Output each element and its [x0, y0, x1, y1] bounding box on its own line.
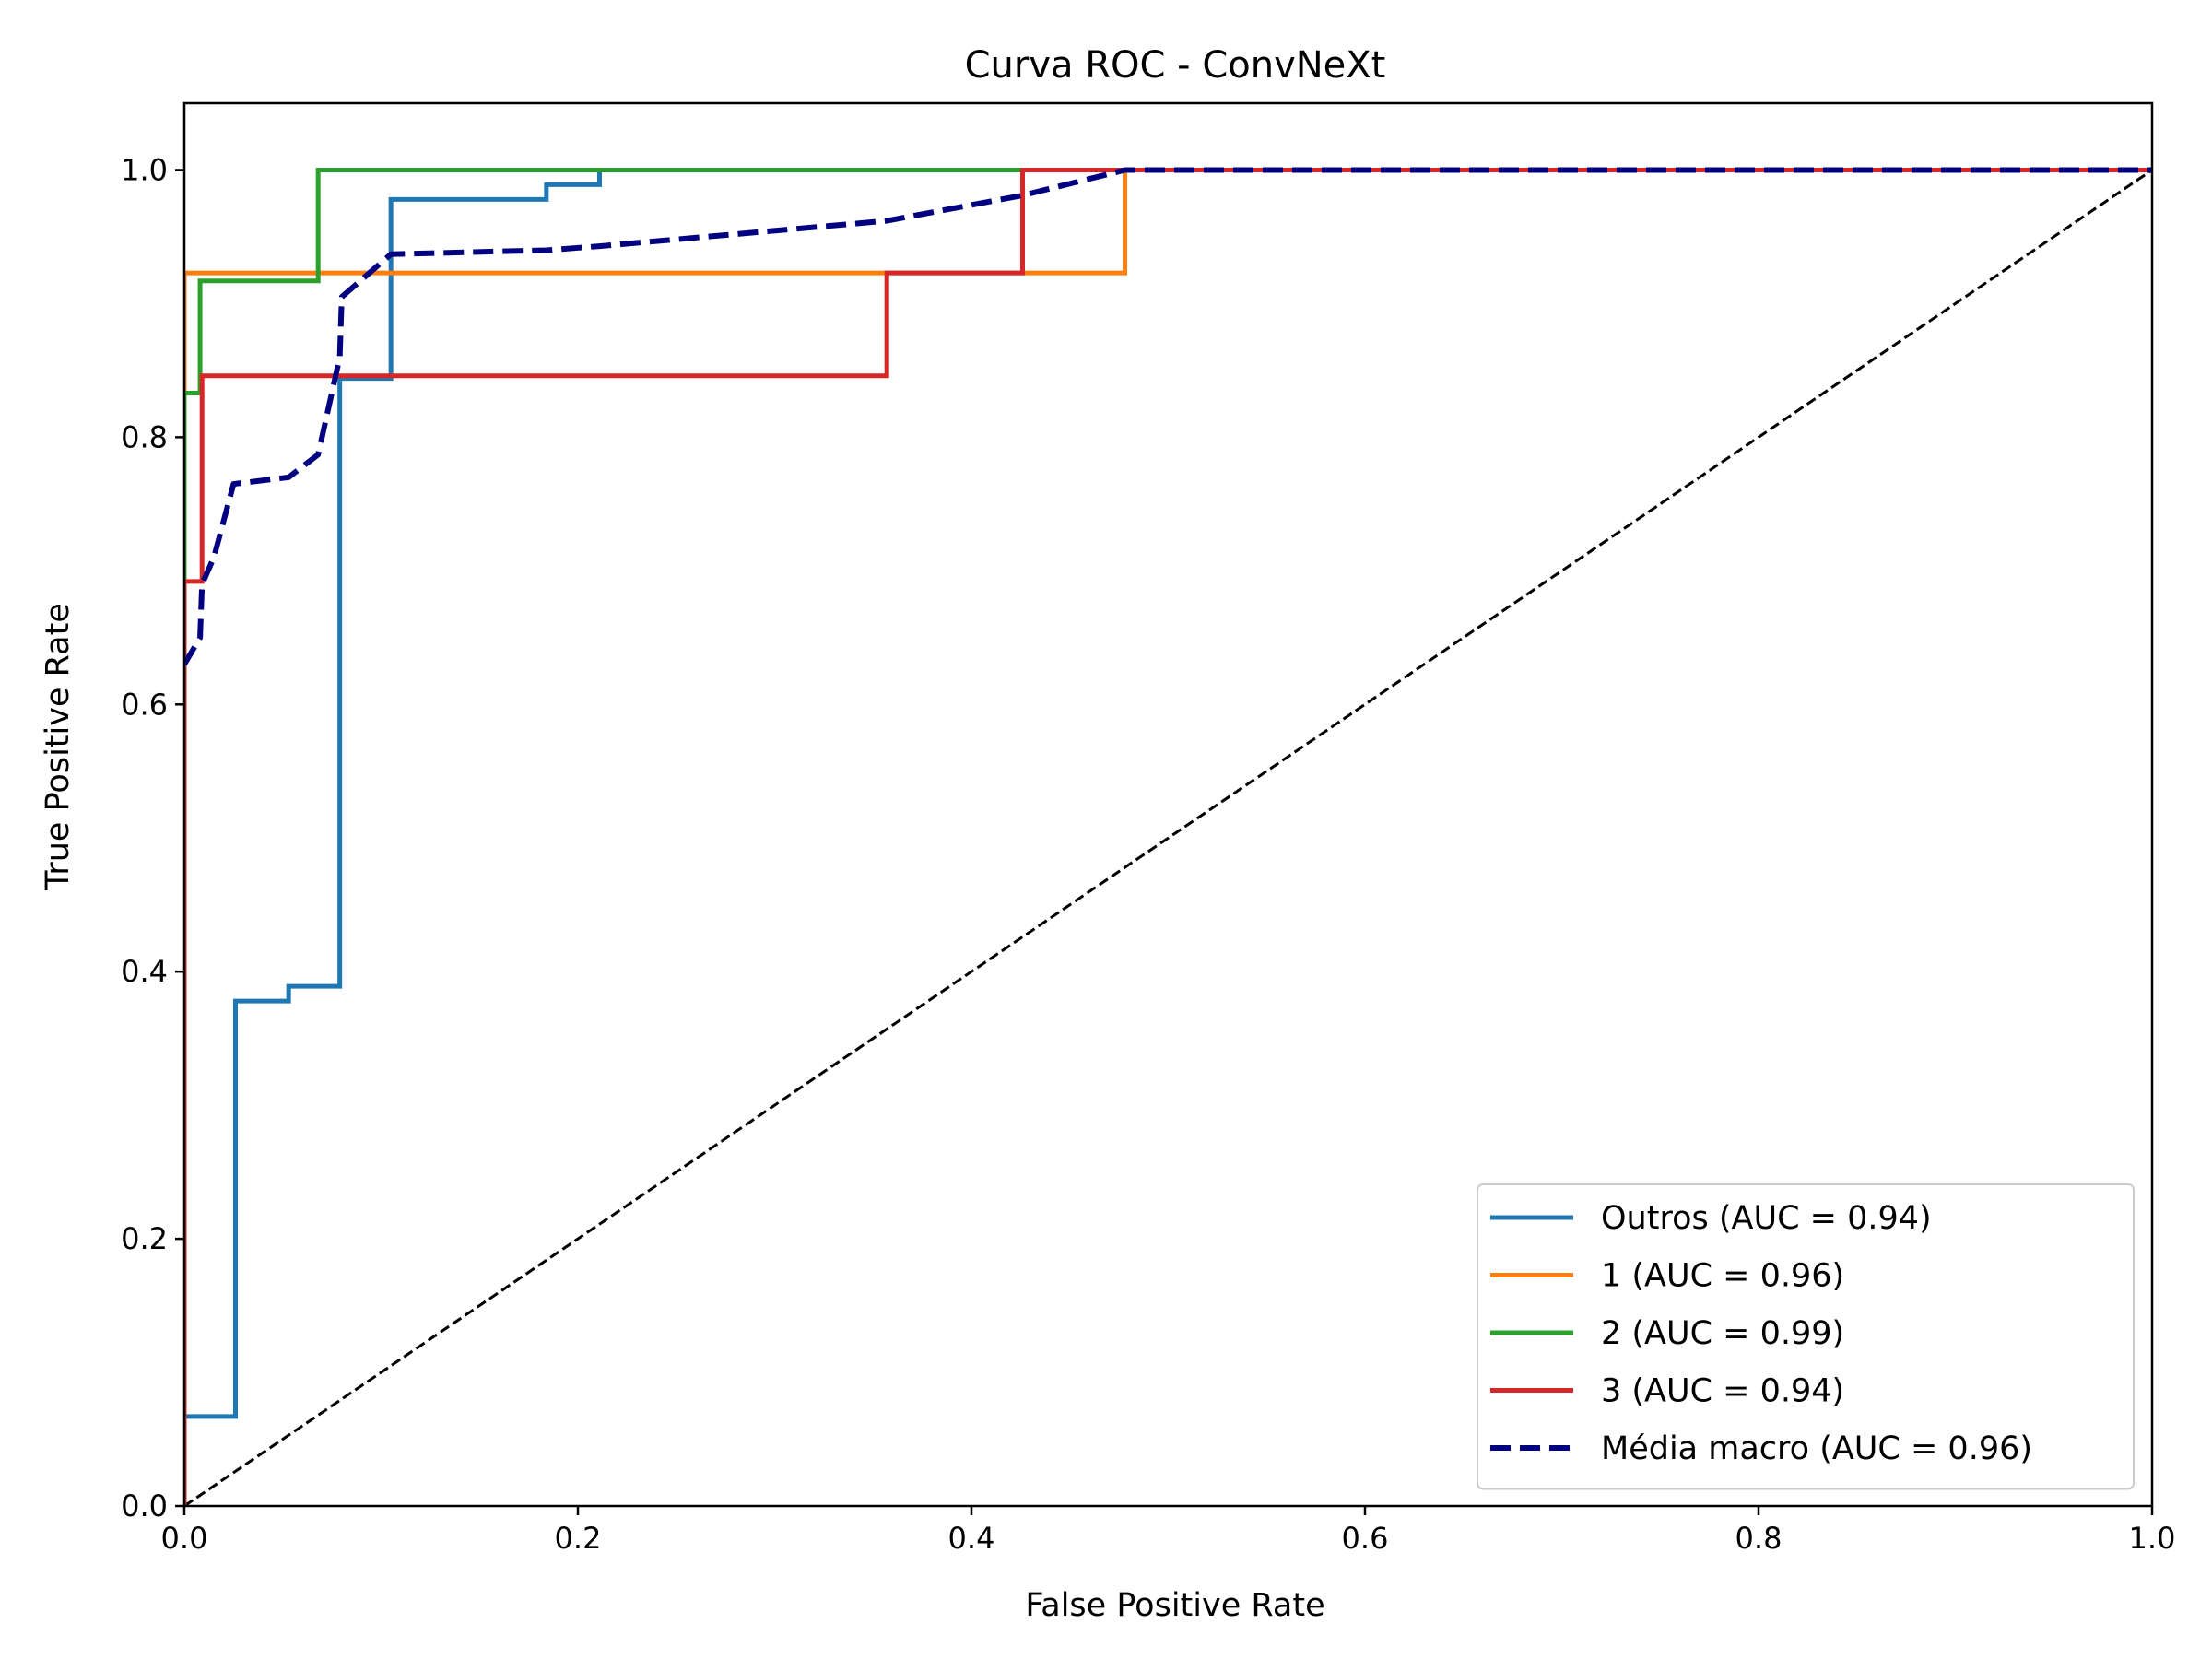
x-tick-label: 0.6	[1342, 1521, 1389, 1556]
x-axis-ticks: 0.0 0.2 0.4 0.6 0.8 1.0	[161, 1506, 2176, 1556]
legend-label-media-macro-auc-0-96: Média macro (AUC = 0.96)	[1601, 1430, 2032, 1467]
x-tick-label: 0.2	[555, 1521, 602, 1556]
series-line-outros-auc-0-94	[184, 167, 2152, 1506]
legend-box	[1477, 1183, 2135, 1490]
legend-label-outros-auc-0-94: Outros (AUC = 0.94)	[1601, 1200, 1932, 1237]
x-tick-label: 0.0	[161, 1521, 208, 1556]
y-axis-label: True Positive Rate	[40, 603, 76, 891]
x-tick-label: 0.4	[948, 1521, 995, 1556]
y-tick-label: 0.6	[121, 687, 168, 722]
legend-label-3-auc-0-94: 3 (AUC = 0.94)	[1601, 1373, 1844, 1410]
y-tick-label: 0.4	[121, 954, 168, 989]
legend: Outros (AUC = 0.94) 1 (AUC = 0.96) 2 (AUC …	[1477, 1183, 2135, 1490]
axes-frame	[182, 101, 2154, 1508]
series-line-2-auc-0-99	[184, 167, 2152, 1506]
chance-diagonal-line	[184, 169, 2152, 1506]
y-axis-ticks: 0.0 0.2 0.4 0.6 0.8 1.0	[121, 152, 184, 1524]
y-tick-label: 0.0	[121, 1488, 168, 1524]
x-axis-label: False Positive Rate	[1025, 1587, 1324, 1624]
x-tick-label: 0.8	[1735, 1521, 1783, 1556]
y-tick-label: 1.0	[121, 152, 168, 187]
axes-border	[182, 101, 2154, 1508]
series-line-3-auc-0-94	[184, 167, 2152, 1506]
y-tick-label: 0.8	[121, 419, 168, 454]
x-tick-label: 1.0	[2129, 1521, 2176, 1556]
series-line-media-macro-auc-0-96	[184, 167, 2152, 666]
legend-label-2-auc-0-99: 2 (AUC = 0.99)	[1601, 1315, 1844, 1352]
chart-title: Curva ROC - ConvNeXt	[965, 44, 1386, 87]
legend-label-1-auc-0-96: 1 (AUC = 0.96)	[1601, 1258, 1844, 1295]
y-tick-label: 0.2	[121, 1221, 168, 1256]
plot-area	[184, 167, 2152, 1506]
